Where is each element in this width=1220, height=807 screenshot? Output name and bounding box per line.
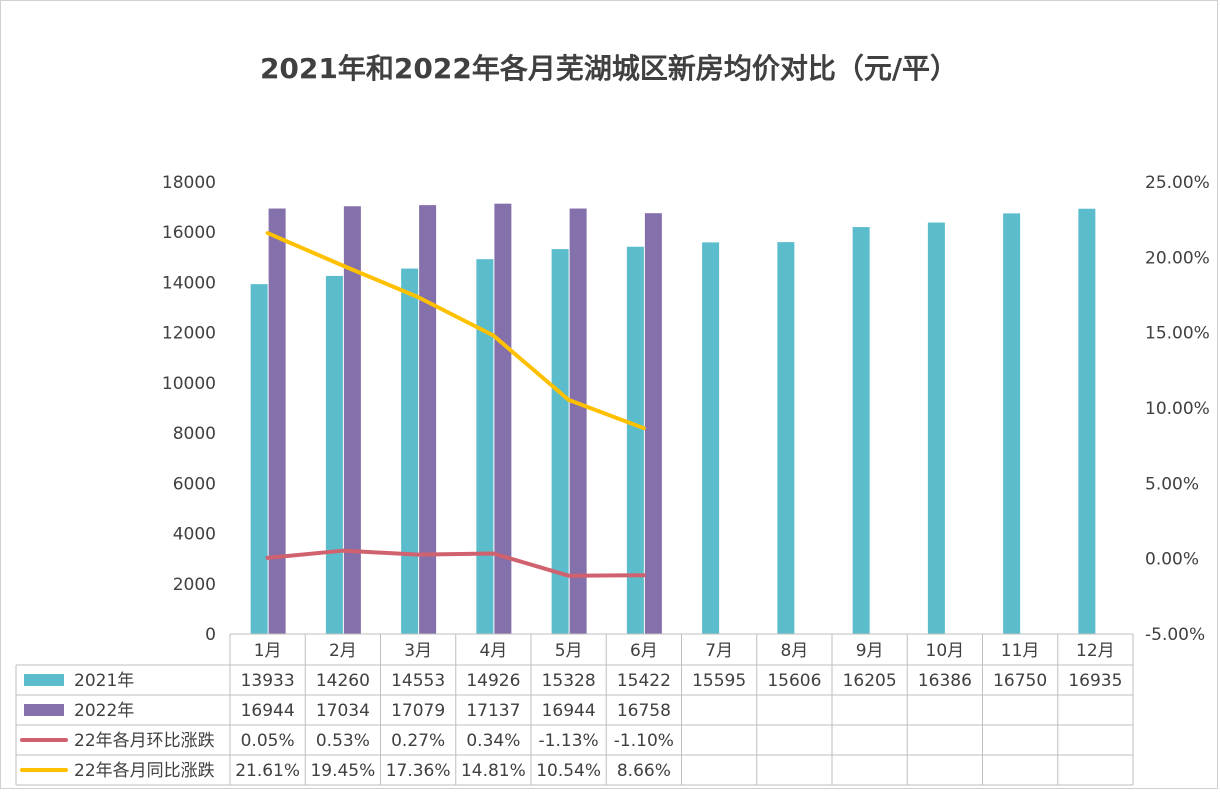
table-cell-value: 15422 [617, 671, 671, 691]
table-cell-value: 14553 [391, 671, 445, 691]
y-left-tick-label: 16000 [162, 223, 216, 243]
bar-2021-8 [777, 242, 795, 634]
table-cell-value: 16944 [241, 701, 295, 721]
bar-2021-7 [702, 242, 720, 635]
line-yoy-change [265, 231, 646, 431]
y-right-tick-label: 10.00% [1145, 399, 1210, 419]
y-left-tick-label: 0 [205, 625, 216, 645]
series-name: 22年各月环比涨跌 [74, 731, 215, 751]
x-tick-label: 11月 [1001, 641, 1040, 661]
y-left-tick-label: 8000 [173, 424, 216, 444]
table-cell-value: 15595 [692, 671, 746, 691]
y-right-tick-label: 25.00% [1145, 173, 1210, 193]
table-cell-value: 8.66% [617, 761, 671, 781]
table-cell-value: 14260 [316, 671, 370, 691]
bar-2022-2 [343, 206, 361, 635]
bars-2022 [268, 203, 662, 635]
table-cell-value: 15606 [767, 671, 821, 691]
table-cell-value: 16758 [617, 701, 671, 721]
x-tick-label: 7月 [705, 641, 733, 661]
bar-2021-12 [1078, 208, 1096, 634]
y-right-tick-label: 5.00% [1145, 474, 1199, 494]
bar-2021-3 [401, 268, 419, 634]
y-axis-right-ticks: -5.00% 0.00% 5.00% 10.00% 15.00% 20.00% 25.00% [1145, 173, 1210, 645]
x-tick-label: 3月 [404, 641, 432, 661]
x-tick-label: 12月 [1076, 641, 1115, 661]
table-cell-value: 17.36% [386, 761, 451, 781]
y-left-tick-label: 6000 [173, 474, 216, 494]
table-cell-value: 0.05% [241, 731, 295, 751]
bar-2021-4 [476, 259, 494, 634]
bar-2021-2 [325, 275, 343, 634]
bar-2021-6 [626, 246, 644, 634]
bar-2021-11 [1003, 213, 1021, 634]
table-cell-value: 16386 [918, 671, 972, 691]
bar-2021-1 [250, 284, 268, 634]
line-mom-change [265, 548, 646, 578]
bar-2021-9 [852, 227, 870, 634]
table-cell-value: 16205 [843, 671, 897, 691]
y-axis-left-ticks: 0 2000 4000 6000 8000 10000 12000 14000 16000 180… [162, 173, 216, 645]
bar-2021-5 [551, 249, 569, 634]
y-right-tick-label: 0.00% [1145, 550, 1199, 570]
chart-title: 2021年和2022年各月芜湖城区新房均价对比（元/平） [260, 52, 958, 85]
table-cell-value: -1.10% [614, 731, 674, 751]
bar-2022-1 [268, 208, 286, 634]
series-name: 2022年 [74, 701, 134, 721]
x-tick-label: 9月 [856, 641, 884, 661]
legend-key-bar [24, 704, 64, 716]
y-left-tick-label: 2000 [173, 575, 216, 595]
table-cell-value: 17034 [316, 701, 370, 721]
y-right-tick-label: -5.00% [1145, 625, 1205, 645]
table-cell-value: 16944 [542, 701, 596, 721]
series-name: 2021年 [74, 671, 134, 691]
table-cell-value: 17079 [391, 701, 445, 721]
x-tick-label: 2月 [329, 641, 357, 661]
y-left-tick-label: 10000 [162, 374, 216, 394]
y-right-tick-label: 15.00% [1145, 324, 1210, 344]
table-cell-value: 16935 [1068, 671, 1122, 691]
table-cell-value: 14926 [466, 671, 520, 691]
y-right-tick-label: 20.00% [1145, 248, 1210, 268]
series-name: 22年各月同比涨跌 [74, 761, 215, 781]
x-tick-label: 4月 [479, 641, 507, 661]
x-tick-label: 8月 [780, 641, 808, 661]
bar-2022-6 [644, 213, 662, 635]
table-cell-value: 14.81% [461, 761, 526, 781]
y-left-tick-label: 4000 [173, 525, 216, 545]
x-tick-label: 5月 [555, 641, 583, 661]
y-left-tick-label: 18000 [162, 173, 216, 193]
x-tick-label: 1月 [254, 641, 282, 661]
bar-2022-3 [419, 205, 437, 635]
bar-2022-5 [569, 208, 587, 634]
table-cell-value: 17137 [466, 701, 520, 721]
table-cell-value: 15328 [542, 671, 596, 691]
table-cell-value: 0.53% [316, 731, 370, 751]
legend-key-bar [24, 674, 64, 686]
table-cell-value: 13933 [241, 671, 295, 691]
table-cell-value: -1.13% [539, 731, 599, 751]
y-left-tick-label: 14000 [162, 273, 216, 293]
table-cell-value: 19.45% [310, 761, 375, 781]
y-left-tick-label: 12000 [162, 324, 216, 344]
x-tick-label: 6月 [630, 641, 658, 661]
table-cell-value: 0.34% [466, 731, 520, 751]
table-cell-value: 16750 [993, 671, 1047, 691]
bars-2021 [250, 208, 1096, 635]
x-tick-label: 10月 [926, 641, 965, 661]
table-cell-value: 10.54% [536, 761, 601, 781]
data-table: 1月 2月 3月 4月 5月 6月 7月 8月 9月 10月 11月 12月 2021年 13933 142… [15, 633, 1134, 786]
bar-2022-4 [494, 203, 512, 634]
table-cell-value: 21.61% [235, 761, 300, 781]
table-cell-value: 0.27% [391, 731, 445, 751]
line-series [265, 231, 646, 578]
bar-2021-10 [927, 222, 945, 634]
